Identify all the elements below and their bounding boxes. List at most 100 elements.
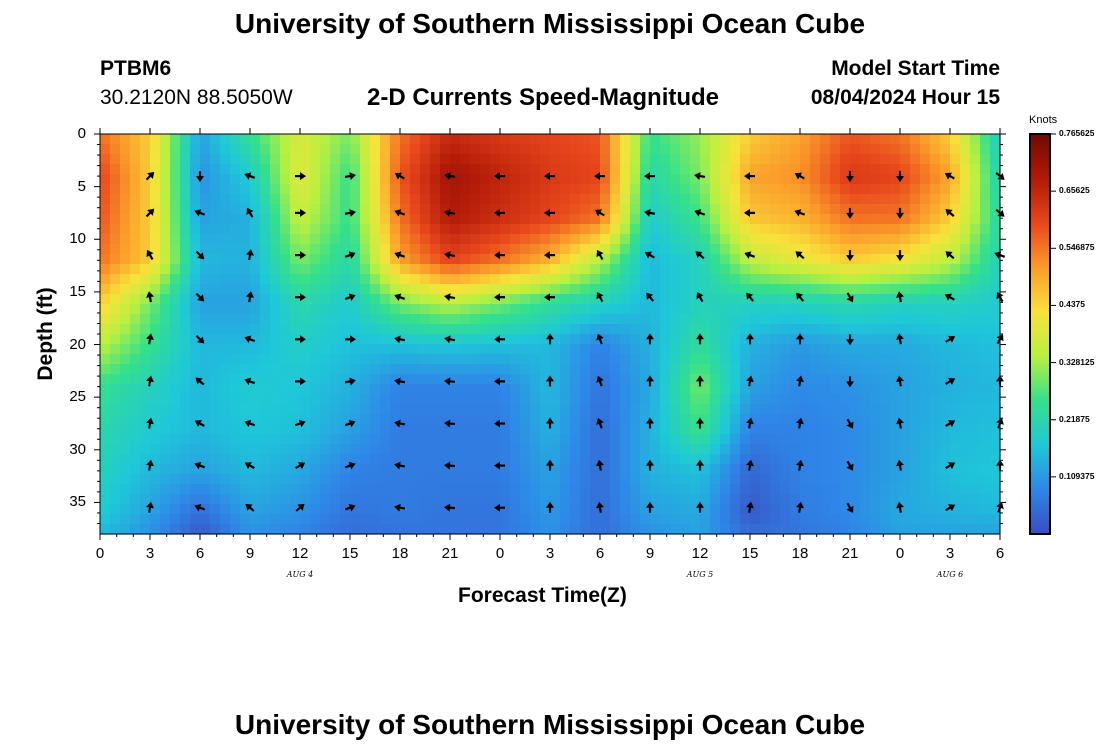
heatmap-cell [640, 434, 651, 445]
heatmap-cell [870, 474, 881, 485]
heatmap-cell [560, 504, 571, 515]
heatmap-cell [650, 394, 661, 405]
heatmap-cell [770, 444, 781, 455]
heatmap-cell [620, 524, 631, 535]
heatmap-cell [280, 134, 291, 145]
heatmap-cell [400, 204, 411, 215]
heatmap-cell [580, 144, 591, 155]
heatmap-cell [990, 324, 1001, 335]
heatmap-cell [260, 424, 271, 435]
heatmap-cell [120, 334, 131, 345]
heatmap-cell [340, 344, 351, 355]
heatmap-cell [290, 474, 301, 485]
heatmap-cell [130, 374, 141, 385]
heatmap-cell [950, 154, 961, 165]
heatmap-cell [930, 484, 941, 495]
heatmap-cell [950, 484, 961, 495]
heatmap-cell [680, 444, 691, 455]
heatmap-cell [710, 294, 721, 305]
heatmap-cell [200, 354, 211, 365]
heatmap-cell [440, 274, 451, 285]
heatmap-cell [810, 474, 821, 485]
heatmap-cell [660, 454, 671, 465]
heatmap-cell [640, 284, 651, 295]
heatmap-cell [940, 474, 951, 485]
heatmap-cell [790, 324, 801, 335]
heatmap-cell [730, 274, 741, 285]
heatmap-cell [270, 174, 281, 185]
heatmap-cell [530, 244, 541, 255]
heatmap-cell [180, 424, 191, 435]
heatmap-cell [660, 424, 671, 435]
heatmap-cell [100, 524, 111, 535]
heatmap-cell [460, 204, 471, 215]
current-arrow [444, 377, 456, 386]
heatmap-cell [410, 504, 421, 515]
heatmap-cell [510, 334, 521, 345]
heatmap-cell [940, 174, 951, 185]
heatmap-cell [980, 154, 991, 165]
heatmap-cell [880, 354, 891, 365]
heatmap-cell [850, 444, 861, 455]
heatmap-cell [550, 404, 561, 415]
heatmap-cell [990, 184, 1001, 195]
heatmap-cell [620, 174, 631, 185]
heatmap-cell [500, 474, 511, 485]
heatmap-cell [120, 234, 131, 245]
current-arrow [295, 462, 306, 470]
heatmap-cell [760, 154, 771, 165]
heatmap-cell [930, 524, 941, 535]
current-arrow [696, 292, 704, 303]
heatmap-cell [240, 384, 251, 395]
heatmap-cell [720, 394, 731, 405]
heatmap-cell [680, 454, 691, 465]
heatmap-cell [690, 154, 701, 165]
heatmap-cell [800, 154, 811, 165]
heatmap-cell [100, 224, 111, 235]
heatmap-cell [500, 334, 511, 345]
heatmap-cell [390, 474, 401, 485]
heatmap-cell [640, 234, 651, 245]
heatmap-cell [650, 164, 661, 175]
heatmap-cell [190, 264, 201, 275]
heatmap-cell [990, 444, 1001, 455]
heatmap-cell [930, 444, 941, 455]
heatmap-cell [510, 524, 521, 535]
heatmap-cell [890, 394, 901, 405]
heatmap-cell [370, 364, 381, 375]
heatmap-cell [960, 214, 971, 225]
heatmap-cell [690, 334, 701, 345]
current-arrow [644, 208, 656, 217]
heatmap-cell [760, 514, 771, 525]
heatmap-cell [230, 464, 241, 475]
heatmap-cell [740, 424, 751, 435]
heatmap-cell [590, 314, 601, 325]
heatmap-cell [630, 364, 641, 375]
heatmap-cell [270, 434, 281, 445]
heatmap-cell [620, 294, 631, 305]
heatmap-cell [780, 394, 791, 405]
heatmap-cell [360, 514, 371, 525]
heatmap-cell [860, 224, 871, 235]
heatmap-cell [360, 154, 371, 165]
heatmap-cell [300, 524, 311, 535]
heatmap-cell [380, 454, 391, 465]
heatmap-cell [620, 394, 631, 405]
heatmap-cell [520, 424, 531, 435]
heatmap-cell [180, 364, 191, 375]
heatmap-cell [130, 144, 141, 155]
heatmap-cell [630, 494, 641, 505]
heatmap-cell [450, 334, 461, 345]
heatmap-cell [570, 264, 581, 275]
heatmap-cell [910, 414, 921, 425]
heatmap-cell [440, 384, 451, 395]
heatmap-cell [720, 254, 731, 265]
heatmap-cell [510, 254, 521, 265]
current-arrow [696, 501, 704, 513]
heatmap-cell [580, 284, 591, 295]
heatmap-cell [770, 464, 781, 475]
heatmap-cell [180, 204, 191, 215]
heatmap-cell [450, 524, 461, 535]
heatmap-cell [410, 254, 421, 265]
heatmap-cell [340, 454, 351, 465]
